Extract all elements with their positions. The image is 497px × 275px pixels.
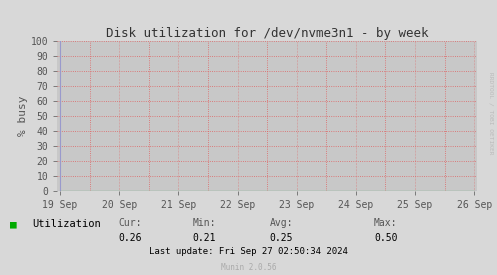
Text: Max:: Max:: [374, 218, 398, 228]
Text: Min:: Min:: [193, 218, 216, 228]
Text: 0.50: 0.50: [374, 233, 398, 243]
Text: Munin 2.0.56: Munin 2.0.56: [221, 263, 276, 272]
Text: 0.21: 0.21: [193, 233, 216, 243]
Text: Avg:: Avg:: [270, 218, 293, 228]
Text: Cur:: Cur:: [118, 218, 142, 228]
Text: RRDTOOL / TOBI OETIKER: RRDTOOL / TOBI OETIKER: [489, 72, 494, 154]
Text: ■: ■: [10, 219, 17, 229]
Title: Disk utilization for /dev/nvme3n1 - by week: Disk utilization for /dev/nvme3n1 - by w…: [106, 27, 428, 40]
Text: Last update: Fri Sep 27 02:50:34 2024: Last update: Fri Sep 27 02:50:34 2024: [149, 247, 348, 256]
Y-axis label: % busy: % busy: [18, 96, 28, 136]
Text: Utilization: Utilization: [32, 219, 101, 229]
Text: 0.26: 0.26: [118, 233, 142, 243]
Text: 0.25: 0.25: [270, 233, 293, 243]
